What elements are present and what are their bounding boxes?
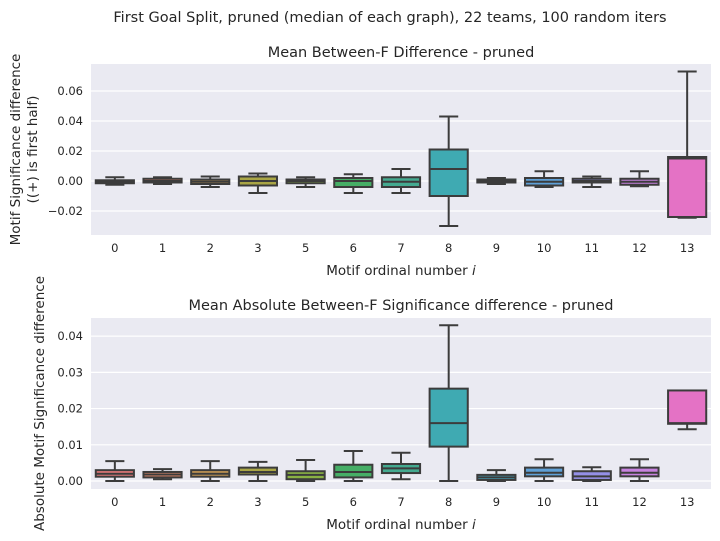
x-tick-label: 1 xyxy=(159,495,166,509)
x-tick-label: 3 xyxy=(254,241,261,255)
box-iqr xyxy=(428,387,469,448)
box-category-8 xyxy=(428,324,469,483)
panel-title: Mean Between-F Difference - pruned xyxy=(268,45,535,61)
box-category-12 xyxy=(619,458,660,483)
box-category-11 xyxy=(571,466,612,483)
x-tick-label: 8 xyxy=(445,241,452,255)
x-tick-label: 13 xyxy=(680,241,695,255)
x-tick-label: 10 xyxy=(537,241,552,255)
y-tick-label: 0.03 xyxy=(57,365,83,379)
box-iqr xyxy=(333,177,374,188)
box-category-13 xyxy=(667,389,708,431)
bottom-boxplot-panel: 0.000.010.020.030.040 1 2 3 5 6 7 8 9 10 11 12 13Mea… xyxy=(32,276,711,533)
x-axis-label: Motif ordinal number i xyxy=(326,517,476,533)
box-category-2 xyxy=(190,175,231,188)
plot-area-background xyxy=(91,64,711,235)
x-tick-label: 2 xyxy=(207,495,214,509)
y-tick-label: 0.00 xyxy=(57,174,83,188)
y-tick-label: 0.06 xyxy=(57,84,83,98)
box-iqr xyxy=(667,389,708,425)
x-tick-label: 10 xyxy=(537,495,552,509)
x-tick-label: 7 xyxy=(397,495,404,509)
box-category-3 xyxy=(237,172,279,194)
box-category-3 xyxy=(237,460,279,483)
top-boxplot-panel: −0.020.000.020.040.060 1 2 3 5 6 7 8 9 10 11 12 13Me… xyxy=(8,45,711,279)
y-tick-label: 0.02 xyxy=(57,144,83,158)
box-category-13 xyxy=(667,70,708,219)
figure-suptitle: First Goal Split, pruned (median of each… xyxy=(113,10,666,26)
x-tick-label: 12 xyxy=(632,495,647,509)
x-tick-label: 5 xyxy=(302,241,309,255)
x-tick-label: 12 xyxy=(632,241,647,255)
x-tick-label: 6 xyxy=(350,241,357,255)
y-axis-label: Motif Significance difference xyxy=(8,54,24,246)
box-category-9 xyxy=(476,177,517,185)
panel-title: Mean Absolute Between-F Significance dif… xyxy=(189,298,614,314)
box-category-5 xyxy=(285,459,326,483)
x-tick-label: 9 xyxy=(493,495,500,509)
x-tick-label: 1 xyxy=(159,241,166,255)
y-axis-label: Absolute Motif Significance difference xyxy=(32,276,48,531)
box-category-10 xyxy=(524,170,565,188)
box-category-12 xyxy=(619,170,660,188)
x-tick-label: 0 xyxy=(111,241,118,255)
y-tick-label: 0.02 xyxy=(57,402,83,416)
x-tick-label: 6 xyxy=(350,495,357,509)
box-category-6 xyxy=(333,449,374,483)
box-category-0 xyxy=(94,460,135,483)
y-tick-label: −0.02 xyxy=(48,204,83,218)
x-tick-label: 11 xyxy=(584,241,599,255)
x-axis-label: Motif ordinal number i xyxy=(326,263,476,279)
box-category-9 xyxy=(476,469,517,483)
x-tick-label: 5 xyxy=(302,495,309,509)
box-category-2 xyxy=(190,460,231,483)
box-category-11 xyxy=(571,175,612,188)
y-tick-label: 0.04 xyxy=(57,329,83,343)
x-tick-label: 3 xyxy=(254,495,261,509)
box-category-1 xyxy=(142,468,183,481)
x-tick-label: 7 xyxy=(397,241,404,255)
box-category-7 xyxy=(380,168,422,194)
x-tick-label: 9 xyxy=(493,241,500,255)
box-category-6 xyxy=(333,173,374,194)
box-iqr xyxy=(428,148,469,197)
y-axis-label: ((+) is first half) xyxy=(25,96,41,204)
box-category-1 xyxy=(142,176,183,185)
y-tick-label: 0.01 xyxy=(57,438,83,452)
y-tick-label: 0.00 xyxy=(57,474,83,488)
x-tick-label: 8 xyxy=(445,495,452,509)
y-tick-label: 0.04 xyxy=(57,114,83,128)
x-tick-label: 13 xyxy=(680,495,695,509)
box-category-0 xyxy=(94,176,135,186)
x-tick-label: 2 xyxy=(207,241,214,255)
box-category-8 xyxy=(428,115,469,227)
box-iqr xyxy=(667,156,708,218)
x-tick-label: 11 xyxy=(584,495,599,509)
box-category-5 xyxy=(285,176,326,188)
x-tick-label: 0 xyxy=(111,495,118,509)
box-category-7 xyxy=(380,451,422,481)
box-category-10 xyxy=(524,458,565,483)
